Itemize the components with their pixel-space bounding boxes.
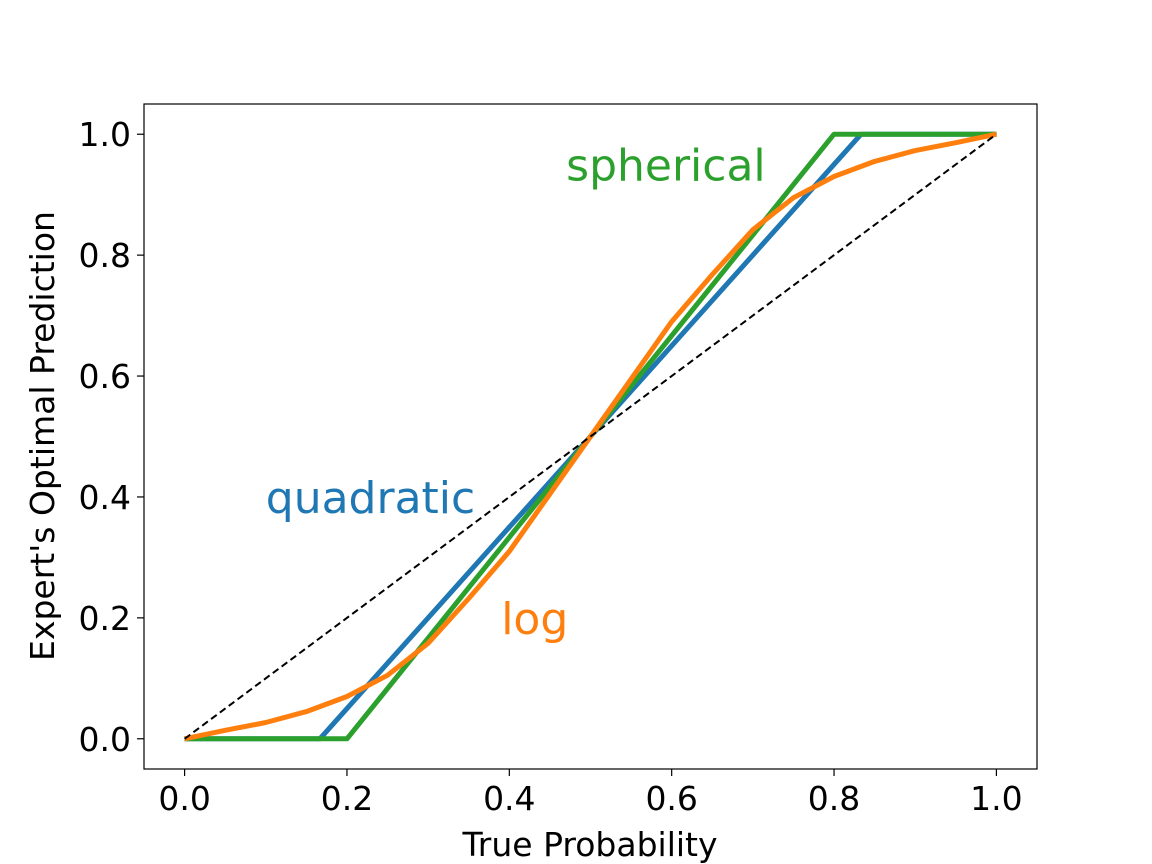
y-tick-label: 0.2 xyxy=(79,599,131,638)
x-tick-label: 0.4 xyxy=(483,779,535,818)
x-tick-label: 0.2 xyxy=(321,779,373,818)
x-tick-label: 1.0 xyxy=(970,779,1022,818)
annotation-log: log xyxy=(501,594,568,645)
y-axis-ticks: 0.0 0.2 0.4 0.6 0.8 1.0 xyxy=(79,115,144,759)
annotation-quadratic: quadratic xyxy=(266,473,475,524)
x-tick-label: 0.6 xyxy=(645,779,697,818)
series-line-identity-reference xyxy=(184,133,997,740)
plot-frame xyxy=(143,103,1038,770)
y-tick-label: 0.4 xyxy=(79,478,131,517)
x-tick-label: 0.8 xyxy=(808,779,860,818)
x-tick-label: 0.0 xyxy=(158,779,210,818)
y-tick-label: 0.8 xyxy=(79,236,131,275)
x-axis-ticks: 0.0 0.2 0.4 0.6 0.8 1.0 xyxy=(158,769,1023,818)
series-layer xyxy=(184,131,997,742)
y-tick-label: 0.0 xyxy=(79,720,131,759)
y-tick-label: 0.6 xyxy=(79,357,131,396)
x-axis-label: True Probability xyxy=(461,825,717,864)
annotation-spherical: spherical xyxy=(566,140,766,191)
annotations: spherical quadratic log xyxy=(266,140,766,644)
y-axis-label: Expert's Optimal Prediction xyxy=(23,211,62,661)
y-tick-label: 1.0 xyxy=(79,115,131,154)
